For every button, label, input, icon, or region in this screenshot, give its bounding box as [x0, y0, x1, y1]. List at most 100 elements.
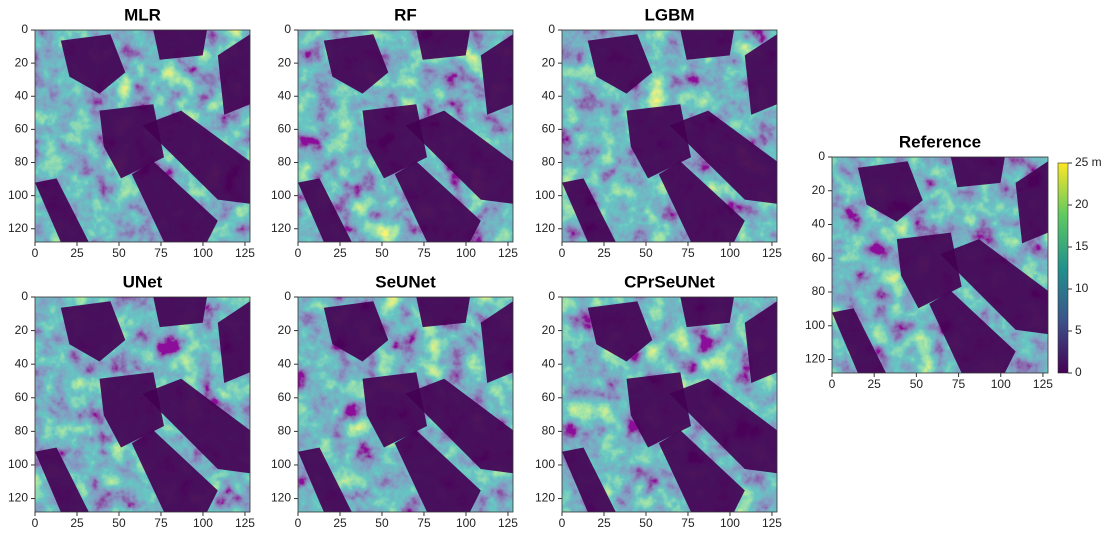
x-tick-label: 25	[333, 246, 347, 260]
image-field	[394, 430, 481, 512]
image-field	[394, 161, 481, 242]
x-tick-label: 125	[235, 516, 255, 530]
x-tick-label: 75	[154, 246, 168, 260]
y-tick-label: 20	[15, 323, 29, 337]
y-tick-label: 40	[278, 88, 292, 102]
y-tick-label: 120	[535, 491, 555, 505]
y-tick-label: 100	[535, 188, 555, 202]
image-field	[857, 161, 923, 222]
y-tick-label: 20	[542, 323, 556, 337]
x-tick-label: 50	[639, 516, 653, 530]
x-tick-label: 100	[720, 246, 740, 260]
y-tick-label: 80	[15, 424, 29, 438]
image-field	[153, 30, 207, 60]
x-tick-label: 25	[70, 516, 84, 530]
panel: LGBM 0 25 50 75 100 125 0 20 40 60 80 100 120	[535, 5, 782, 260]
image-field	[99, 104, 164, 179]
y-tick-label: 40	[15, 356, 29, 370]
image-field	[680, 297, 734, 328]
x-tick-label: 0	[32, 516, 39, 530]
panel: MLR 0 25 50 75 100 125 0 20 40 60 80 100 120	[8, 5, 255, 260]
y-tick-label: 0	[548, 289, 555, 303]
panel-title: CPrSeUNet	[624, 272, 715, 291]
y-tick-label: 40	[278, 356, 292, 370]
y-tick-label: 80	[278, 424, 292, 438]
x-tick-label: 100	[456, 516, 476, 530]
image-field	[929, 290, 1016, 373]
y-tick-label: 60	[278, 390, 292, 404]
image-field	[658, 430, 745, 512]
y-tick-label: 60	[278, 122, 292, 136]
panel-title: SeUNet	[375, 272, 436, 291]
image-field	[626, 104, 691, 179]
y-tick-label: 120	[805, 352, 825, 366]
y-tick-label: 60	[15, 122, 29, 136]
x-tick-label: 0	[559, 246, 566, 260]
axes-frame	[34, 29, 251, 243]
y-tick-label: 120	[8, 491, 28, 505]
image-field	[323, 301, 389, 362]
x-tick-label: 25	[597, 246, 611, 260]
image-field	[669, 378, 777, 474]
image-field	[669, 110, 777, 204]
x-tick-label: 25	[70, 246, 84, 260]
image-field	[744, 301, 777, 383]
image-field	[142, 110, 250, 204]
y-tick-label: 60	[542, 390, 556, 404]
y-tick-label: 100	[535, 457, 555, 471]
image-field	[131, 430, 218, 512]
panel-title: MLR	[124, 5, 161, 24]
image-field	[298, 447, 352, 512]
y-tick-label: 20	[542, 55, 556, 69]
y-tick-label: 0	[21, 22, 28, 36]
y-tick-label: 20	[15, 55, 29, 69]
panel-title: UNet	[123, 272, 163, 291]
image-field	[896, 232, 962, 309]
panel-title: Reference	[899, 132, 981, 151]
panel: RF 0 25 50 75 100 125 0 20 40 60 80 100 120	[271, 5, 518, 260]
image-field	[626, 372, 691, 448]
x-tick-label: 100	[991, 377, 1011, 391]
y-tick-label: 40	[15, 88, 29, 102]
colorbar-tick-label: 20	[1075, 197, 1089, 211]
x-tick-label: 125	[235, 246, 255, 260]
panel-title: RF	[394, 5, 417, 24]
x-tick-label: 50	[112, 246, 126, 260]
y-tick-label: 40	[542, 356, 556, 370]
x-tick-label: 75	[154, 516, 168, 530]
x-tick-label: 50	[375, 516, 389, 530]
x-tick-label: 25	[333, 516, 347, 530]
y-tick-label: 0	[548, 22, 555, 36]
y-tick-label: 100	[271, 188, 291, 202]
image-field	[153, 297, 207, 328]
colorbar	[1057, 162, 1069, 374]
x-tick-label: 100	[720, 516, 740, 530]
x-tick-label: 25	[868, 377, 882, 391]
x-tick-label: 0	[295, 516, 302, 530]
y-tick-label: 60	[542, 122, 556, 136]
x-tick-label: 75	[417, 246, 431, 260]
panel: UNet 0 25 50 75 100 125 0 20 40 60 80 100 120	[8, 272, 255, 530]
axes-frame	[831, 156, 1049, 374]
x-tick-label: 125	[498, 516, 518, 530]
y-tick-label: 100	[271, 457, 291, 471]
y-tick-label: 120	[535, 221, 555, 235]
image-field	[217, 301, 250, 383]
image-field	[217, 34, 250, 115]
x-tick-label: 75	[681, 246, 695, 260]
axes-frame	[561, 29, 778, 243]
image-field	[362, 104, 427, 179]
image-field	[1015, 161, 1048, 244]
y-tick-label: 20	[278, 323, 292, 337]
image-field	[60, 34, 126, 94]
y-tick-label: 0	[284, 22, 291, 36]
y-tick-label: 60	[812, 250, 826, 264]
y-tick-label: 120	[271, 221, 291, 235]
image-field	[587, 301, 653, 362]
y-tick-label: 0	[818, 149, 825, 163]
axes-frame	[561, 296, 778, 513]
image-field	[142, 378, 250, 474]
colorbar-tick-label: 15	[1075, 239, 1089, 253]
image-field	[35, 447, 89, 512]
